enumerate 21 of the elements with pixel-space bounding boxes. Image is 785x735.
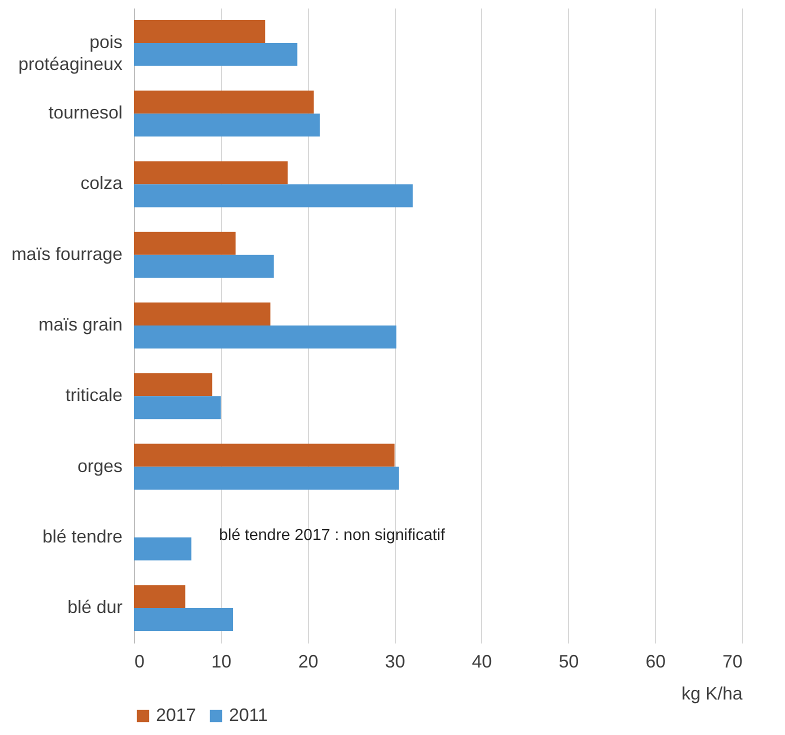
x-tick-label: 70 bbox=[722, 652, 742, 672]
x-tick-label: 30 bbox=[385, 652, 406, 672]
y-tick-label: orges bbox=[77, 456, 122, 476]
x-tick-label: 10 bbox=[211, 652, 232, 672]
annotation: blé tendre 2017 : non significatif bbox=[219, 527, 446, 544]
x-tick-label: 60 bbox=[646, 652, 666, 672]
x-tick-label: 0 bbox=[134, 652, 145, 672]
x-tick-label: 20 bbox=[298, 652, 318, 672]
legend-label: 2011 bbox=[229, 705, 268, 725]
y-tick-label: tournesol bbox=[48, 102, 122, 123]
x-tick-label: 40 bbox=[472, 652, 492, 672]
y-tick-label: pois protéagineux bbox=[18, 32, 122, 74]
y-tick-label: maïs grain bbox=[38, 314, 122, 334]
y-tick-label: blé dur bbox=[67, 597, 122, 618]
y-tick-label: blé tendre bbox=[42, 526, 122, 546]
legend-label: 2017 bbox=[156, 705, 196, 725]
y-tick-label: maïs fourrage bbox=[11, 244, 122, 264]
x-tick-label: 50 bbox=[558, 652, 579, 672]
y-tick-label: triticale bbox=[65, 385, 122, 406]
y-tick-label: colza bbox=[80, 173, 124, 194]
x-axis-title: kg K/ha bbox=[681, 684, 744, 704]
